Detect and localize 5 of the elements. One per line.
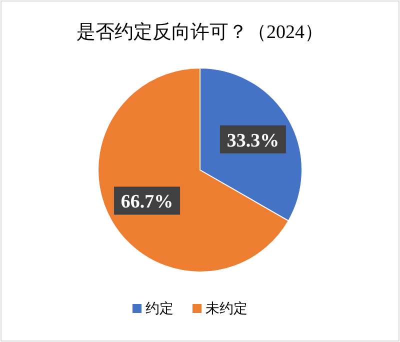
data-label: 33.3%: [226, 130, 280, 152]
legend-label: 约定: [146, 301, 174, 317]
data-label: 66.7%: [120, 192, 174, 213]
chart-title: 是否约定反向许可？（2024）: [76, 21, 324, 43]
legend-label: 未约定: [206, 301, 248, 317]
